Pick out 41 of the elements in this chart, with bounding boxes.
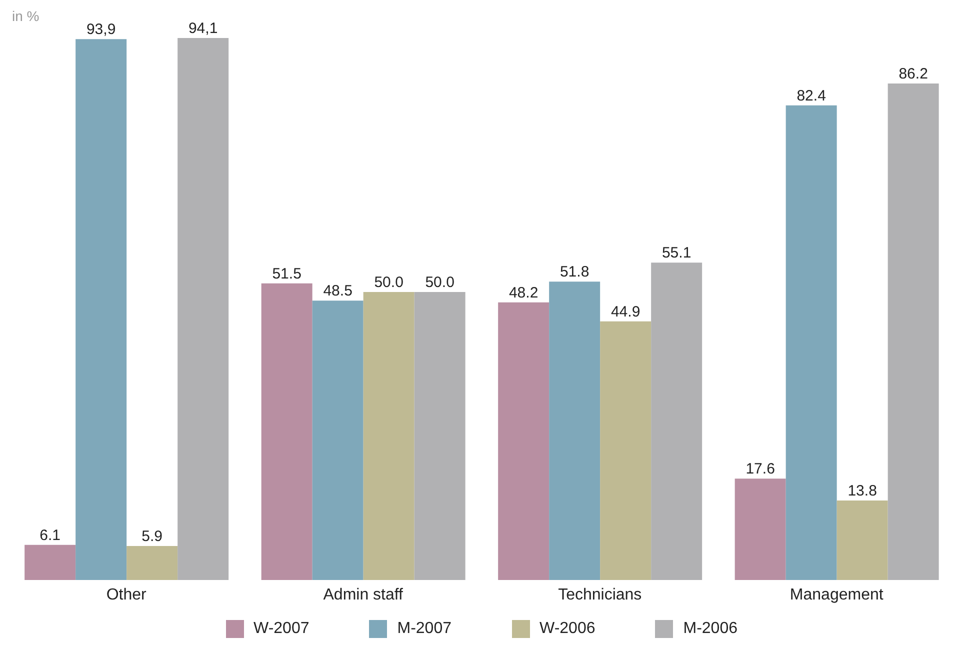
bar <box>498 302 550 580</box>
data-label: 5.9 <box>142 528 162 546</box>
bar <box>76 39 127 580</box>
y-axis-title: in % <box>12 8 40 24</box>
bar <box>600 321 652 580</box>
data-label: 48.2 <box>508 284 538 302</box>
data-label: 82.4 <box>796 87 826 104</box>
bar <box>178 38 229 580</box>
data-label: 13.8 <box>848 482 877 500</box>
x-tick-label: Admin staff <box>323 586 404 604</box>
data-label: 86.2 <box>898 66 928 83</box>
x-tick-label: Management <box>790 586 884 604</box>
legend-label: M-2006 <box>682 620 738 638</box>
bar <box>786 105 837 580</box>
data-label: 55.1 <box>662 244 692 262</box>
bar <box>261 283 312 580</box>
legend-label: W-2006 <box>538 620 596 638</box>
bar <box>414 292 466 580</box>
data-label: 48.5 <box>323 282 352 300</box>
data-label: 17.6 <box>746 460 775 478</box>
x-tick-label: Other <box>106 586 148 604</box>
data-label: 94,1 <box>188 20 218 37</box>
bar <box>549 282 600 580</box>
bar <box>734 478 786 580</box>
x-tick-label: Technicians <box>558 586 642 604</box>
data-label: 6.1 <box>40 526 60 544</box>
legend-label: M-2007 <box>396 620 452 638</box>
bar <box>836 500 888 580</box>
bar <box>24 544 76 580</box>
bar <box>651 262 702 580</box>
bar <box>126 546 178 580</box>
bar <box>363 292 414 580</box>
data-label: 44.9 <box>610 303 640 320</box>
legend-label: W-2007 <box>252 620 310 638</box>
data-label: 50.0 <box>425 274 454 292</box>
data-label: 93,9 <box>86 21 116 38</box>
data-label: 51.5 <box>272 265 302 282</box>
bar <box>888 84 939 580</box>
data-label: 51.8 <box>560 264 590 281</box>
bar <box>312 300 364 580</box>
data-label: 50.0 <box>374 274 404 292</box>
